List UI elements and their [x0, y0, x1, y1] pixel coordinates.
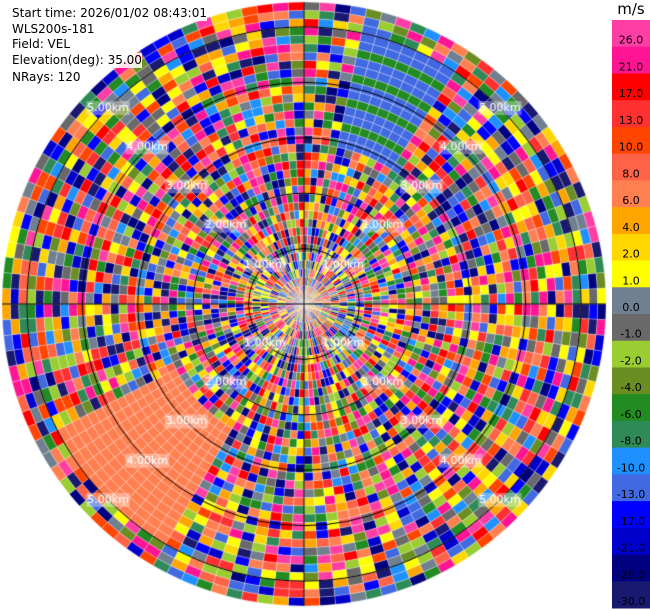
- colorbar-bin: [612, 527, 650, 556]
- colorbar-tick-label: 0.0: [622, 301, 640, 314]
- colorbar-bin: [612, 554, 650, 582]
- colorbar-bin: [612, 20, 650, 48]
- colorbar-bin: [612, 73, 650, 101]
- start-time-label: Start time: 2026/01/02 08:43:01: [12, 6, 207, 21]
- colorbar-bin: [612, 340, 650, 368]
- colorbar-bin: [612, 447, 650, 475]
- colorbar-tick-label: 13.0: [619, 114, 644, 127]
- colorbar-tick-label: 1.0: [622, 274, 640, 287]
- colorbar-tick-label: 26.0: [619, 34, 644, 47]
- colorbar-unit: m/s: [617, 0, 645, 18]
- colorbar-tick-label: -13.0: [617, 488, 645, 501]
- colorbar-bin: [612, 581, 650, 609]
- colorbar-bin: [612, 46, 650, 74]
- colorbar-tick-label: 2.0: [622, 248, 640, 261]
- colorbar-tick-label: -8.0: [620, 435, 641, 448]
- colorbar-tick-label: 17.0: [619, 87, 644, 100]
- field-label: Field: VEL: [12, 37, 71, 52]
- colorbar-bin: [612, 126, 650, 155]
- colorbar-bin: [612, 207, 650, 235]
- colorbar-bin: [612, 180, 650, 208]
- colorbar-tick-label: -1.0: [620, 328, 641, 341]
- ppi-radar-plot: [0, 0, 610, 610]
- colorbar-bin: [612, 260, 650, 288]
- colorbar-bin: [612, 233, 650, 262]
- colorbar-tick-label: -26.0: [617, 568, 645, 581]
- elevation-label: Elevation(deg): 35.00: [12, 53, 142, 68]
- colorbar-bin: [612, 501, 650, 529]
- colorbar-bin: [612, 314, 650, 342]
- colorbar-bin: [612, 153, 650, 181]
- colorbar-tick-label: -4.0: [620, 381, 641, 394]
- colorbar-tick-label: 8.0: [622, 167, 640, 180]
- colorbar-tick-label: -17.0: [617, 515, 645, 528]
- nrays-label: NRays: 120: [12, 70, 81, 85]
- colorbar-tick-label: 21.0: [619, 60, 644, 73]
- colorbar-bin: [612, 367, 650, 395]
- colorbar-tick-label: -6.0: [620, 408, 641, 421]
- colorbar-bin: [612, 100, 650, 128]
- colorbar-tick-label: 4.0: [622, 221, 640, 234]
- colorbar-tick-label: -10.0: [617, 461, 645, 474]
- colorbar-tick-label: -30.0: [617, 595, 645, 608]
- colorbar-bin: [612, 420, 650, 449]
- colorbar-bin: [612, 287, 650, 315]
- colorbar-bin: [612, 474, 650, 502]
- instrument-label: WLS200s-181: [12, 22, 95, 37]
- colorbar-tick-label: 6.0: [622, 194, 640, 207]
- velocity-colorbar: 26.0 21.0 17.0 13.0 10.0 8.0 6.0 4.0 2.0 1.0 0.0 -1…: [612, 20, 650, 609]
- colorbar-tick-label: 10.0: [619, 141, 644, 154]
- colorbar-tick-label: -2.0: [620, 354, 641, 367]
- colorbar-bin: [612, 394, 650, 422]
- colorbar-tick-label: -21.0: [617, 542, 645, 555]
